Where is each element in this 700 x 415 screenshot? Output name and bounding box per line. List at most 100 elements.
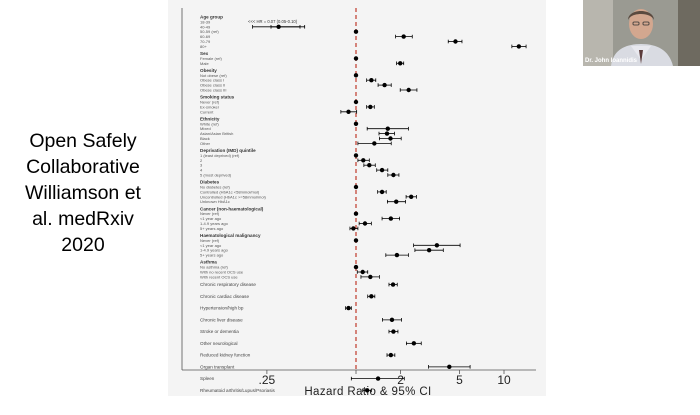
x-tick-label: 5 [456, 373, 463, 387]
row-label: 3 [200, 163, 203, 168]
x-tick-label: 2 [397, 373, 404, 387]
hazard-ratio-point [406, 87, 411, 93]
row-label: Age group [200, 15, 223, 20]
row-label: <1 year ago [200, 243, 222, 248]
hazard-ratio-point [388, 352, 394, 358]
row-label: Hypertension/high bp [200, 306, 244, 311]
hazard-ratio-point [361, 158, 366, 163]
row-label: No asthma (ref) [200, 265, 228, 270]
row-label: 60-69 [200, 34, 211, 39]
row-label: Not obese (ref) [200, 73, 227, 78]
row-label: 70-79 [200, 39, 211, 44]
row-label: With recent OCS use [200, 274, 238, 279]
hazard-ratio-point [364, 388, 370, 393]
hazard-ratio-point [368, 274, 373, 280]
hazard-ratio-point [351, 226, 356, 231]
hazard-ratio-point [391, 329, 396, 334]
hazard-ratio-point [389, 317, 395, 323]
hazard-ratio-point [353, 184, 359, 190]
forest-plot-slide: .25 2 5 10 Hazard Ratio & 95% CI Age group 18-… [168, 0, 546, 396]
participant-name: Dr. John Ioannidis [585, 58, 638, 64]
hazard-ratio-point [367, 163, 372, 168]
row-label: 1-4.9 years ago [200, 221, 229, 226]
hazard-ratio-point [369, 78, 374, 83]
caption-line: al. medRxiv [32, 208, 134, 230]
row-label: Female (ref) [200, 56, 222, 61]
row-label: Chronic liver disease [200, 317, 243, 322]
row-label: Ex-smoker [200, 104, 220, 109]
row-label: Spleen [200, 376, 215, 381]
row-label: Never (ref) [200, 100, 220, 105]
row-label: 5+ years ago [200, 226, 224, 231]
row-label: Reduced kidney function [200, 353, 251, 358]
hazard-ratio-point [353, 99, 359, 105]
row-label: Diabetes [200, 180, 220, 185]
hazard-ratio-point [353, 73, 359, 78]
caption-line: Collaborative [26, 156, 140, 178]
row-label: Rheumatoid arthritis/Lupus/Psoriasis [200, 388, 276, 393]
hazard-ratio-point [426, 248, 432, 253]
row-label: Current [200, 109, 214, 114]
hazard-ratio-point [385, 126, 390, 131]
hazard-ratio-point [353, 238, 359, 243]
hazard-ratio-point [353, 264, 359, 270]
x-tick-label: .25 [259, 373, 276, 387]
participant-video-tile[interactable]: Dr. John Ioannidis [583, 0, 700, 66]
row-label: Stroke or dementia [200, 329, 239, 334]
row-label: Male [200, 61, 209, 66]
hazard-ratio-point [411, 341, 417, 346]
hazard-ratio-point [447, 364, 452, 370]
row-label: 18-39 [200, 19, 211, 24]
row-label: 5+ years ago [200, 253, 224, 258]
hazard-ratio-point [394, 199, 399, 204]
hazard-ratio-point [353, 153, 359, 158]
hazard-ratio-point [379, 167, 385, 173]
hazard-ratio-point [434, 243, 440, 248]
row-label: Controlled (HbA1c <58mmol/mol) [200, 189, 260, 194]
caption-line: 2020 [61, 234, 105, 256]
row-label: Other [200, 141, 211, 146]
row-label: Organ transplant [200, 364, 235, 369]
row-label: Cancer (non-haematological) [200, 206, 264, 211]
row-label: Deprivation (IMD) quintile [200, 148, 256, 153]
row-label: Smoking status [200, 95, 235, 100]
slide-caption: Open Safely Collaborative Williamson et … [0, 128, 166, 258]
row-label: White (ref) [200, 121, 219, 126]
hazard-ratio-point [390, 282, 396, 287]
row-label: 5 (most deprived) [200, 173, 232, 178]
row-label: Asthma [200, 260, 217, 265]
hazard-ratio-point [401, 34, 406, 39]
hazard-ratio-point [388, 216, 394, 221]
hazard-ratio-point [360, 269, 365, 275]
hazard-ratio-point [346, 305, 351, 311]
hazard-ratio-point [388, 136, 393, 141]
row-label: Never (ref) [200, 211, 220, 216]
row-label: 50-59 (ref) [200, 29, 219, 34]
row-label: Obese class III [200, 88, 226, 93]
caption-line: Open Safely [29, 130, 137, 152]
row-label: 4 [200, 168, 203, 173]
row-label: 80+ [200, 44, 207, 49]
hazard-ratio-point [453, 39, 458, 44]
row-label: 40-49 [200, 24, 211, 29]
hazard-ratio-point [346, 109, 351, 115]
row-label: No diabetes (ref) [200, 185, 230, 190]
hazard-ratio-point [369, 294, 374, 299]
hazard-ratio-point [394, 252, 400, 258]
hazard-ratio-point [353, 121, 359, 127]
hazard-ratio-point [408, 194, 414, 199]
row-label: 1 (least deprived) (ref) [200, 153, 240, 158]
row-label: With no recent OCS use [200, 270, 244, 275]
row-label: Obese class II [200, 83, 225, 88]
hazard-ratio-point [391, 172, 396, 178]
hazard-ratio-point [353, 56, 359, 61]
row-label: Obesity [200, 68, 217, 73]
hazard-ratio-point [375, 376, 381, 381]
truncation-annotation: <<< HR = 0.07 (0.05-0.10) [248, 19, 298, 24]
row-label: Sex [200, 51, 209, 56]
hazard-ratio-point [516, 44, 522, 49]
row-label: Asian/Asian British [200, 131, 233, 136]
hazard-ratio-point [353, 211, 359, 216]
